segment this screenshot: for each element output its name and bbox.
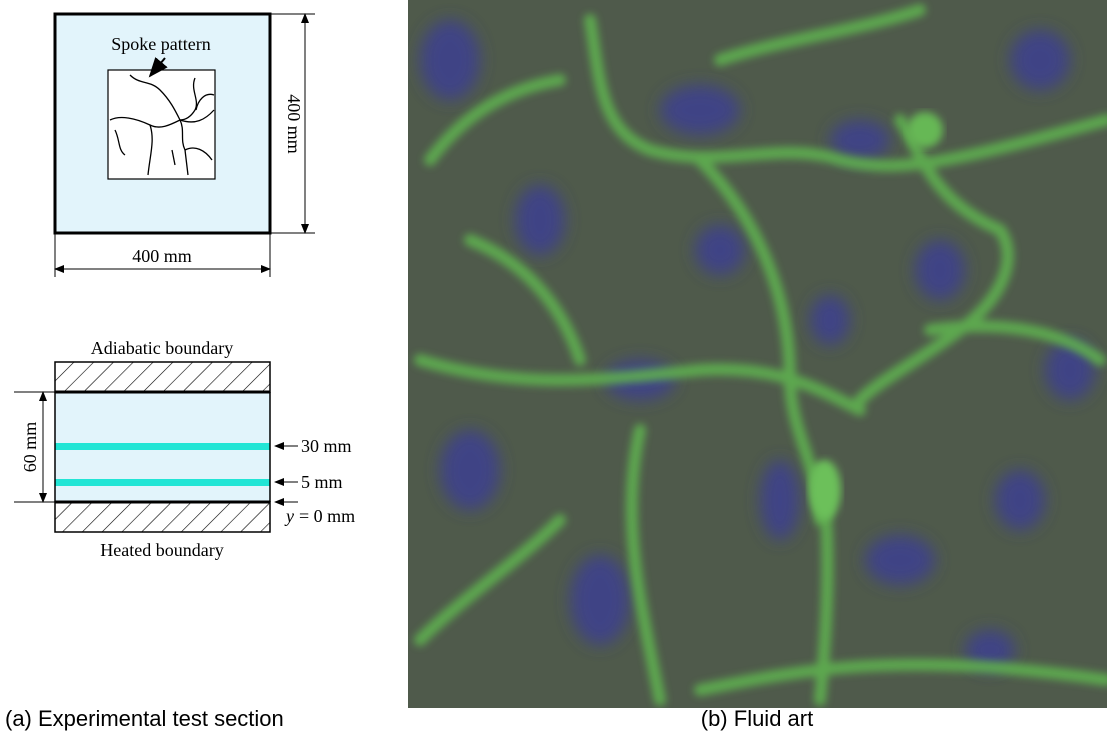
heated-label: Heated boundary [100, 540, 223, 560]
top-view: Spoke pattern 400 mm 400 mm [55, 14, 315, 277]
figure: Spoke pattern 400 mm 400 mm Adiabatic bo… [0, 0, 1107, 735]
origin-value: = 0 mm [299, 506, 355, 526]
caption-b: (b) Fluid art [701, 706, 813, 731]
adiabatic-label: Adiabatic boundary [91, 338, 233, 358]
page: Spoke pattern 400 mm 400 mm Adiabatic bo… [0, 0, 1107, 735]
spoke-label: Spoke pattern [111, 34, 210, 54]
level-label: 5 mm [301, 472, 343, 492]
origin-label: y= 0 mm [284, 506, 355, 526]
height-label: 400 mm [284, 94, 304, 154]
caption-a: (a) Experimental test section [5, 706, 284, 731]
origin-var: y [284, 506, 294, 526]
fluid-art-image [408, 0, 1107, 708]
gap-label: 60 mm [20, 422, 40, 473]
width-label: 400 mm [132, 246, 192, 266]
side-view: Adiabatic boundary Heated boundary 60 mm… [14, 338, 355, 560]
level-label: 30 mm [301, 436, 352, 456]
